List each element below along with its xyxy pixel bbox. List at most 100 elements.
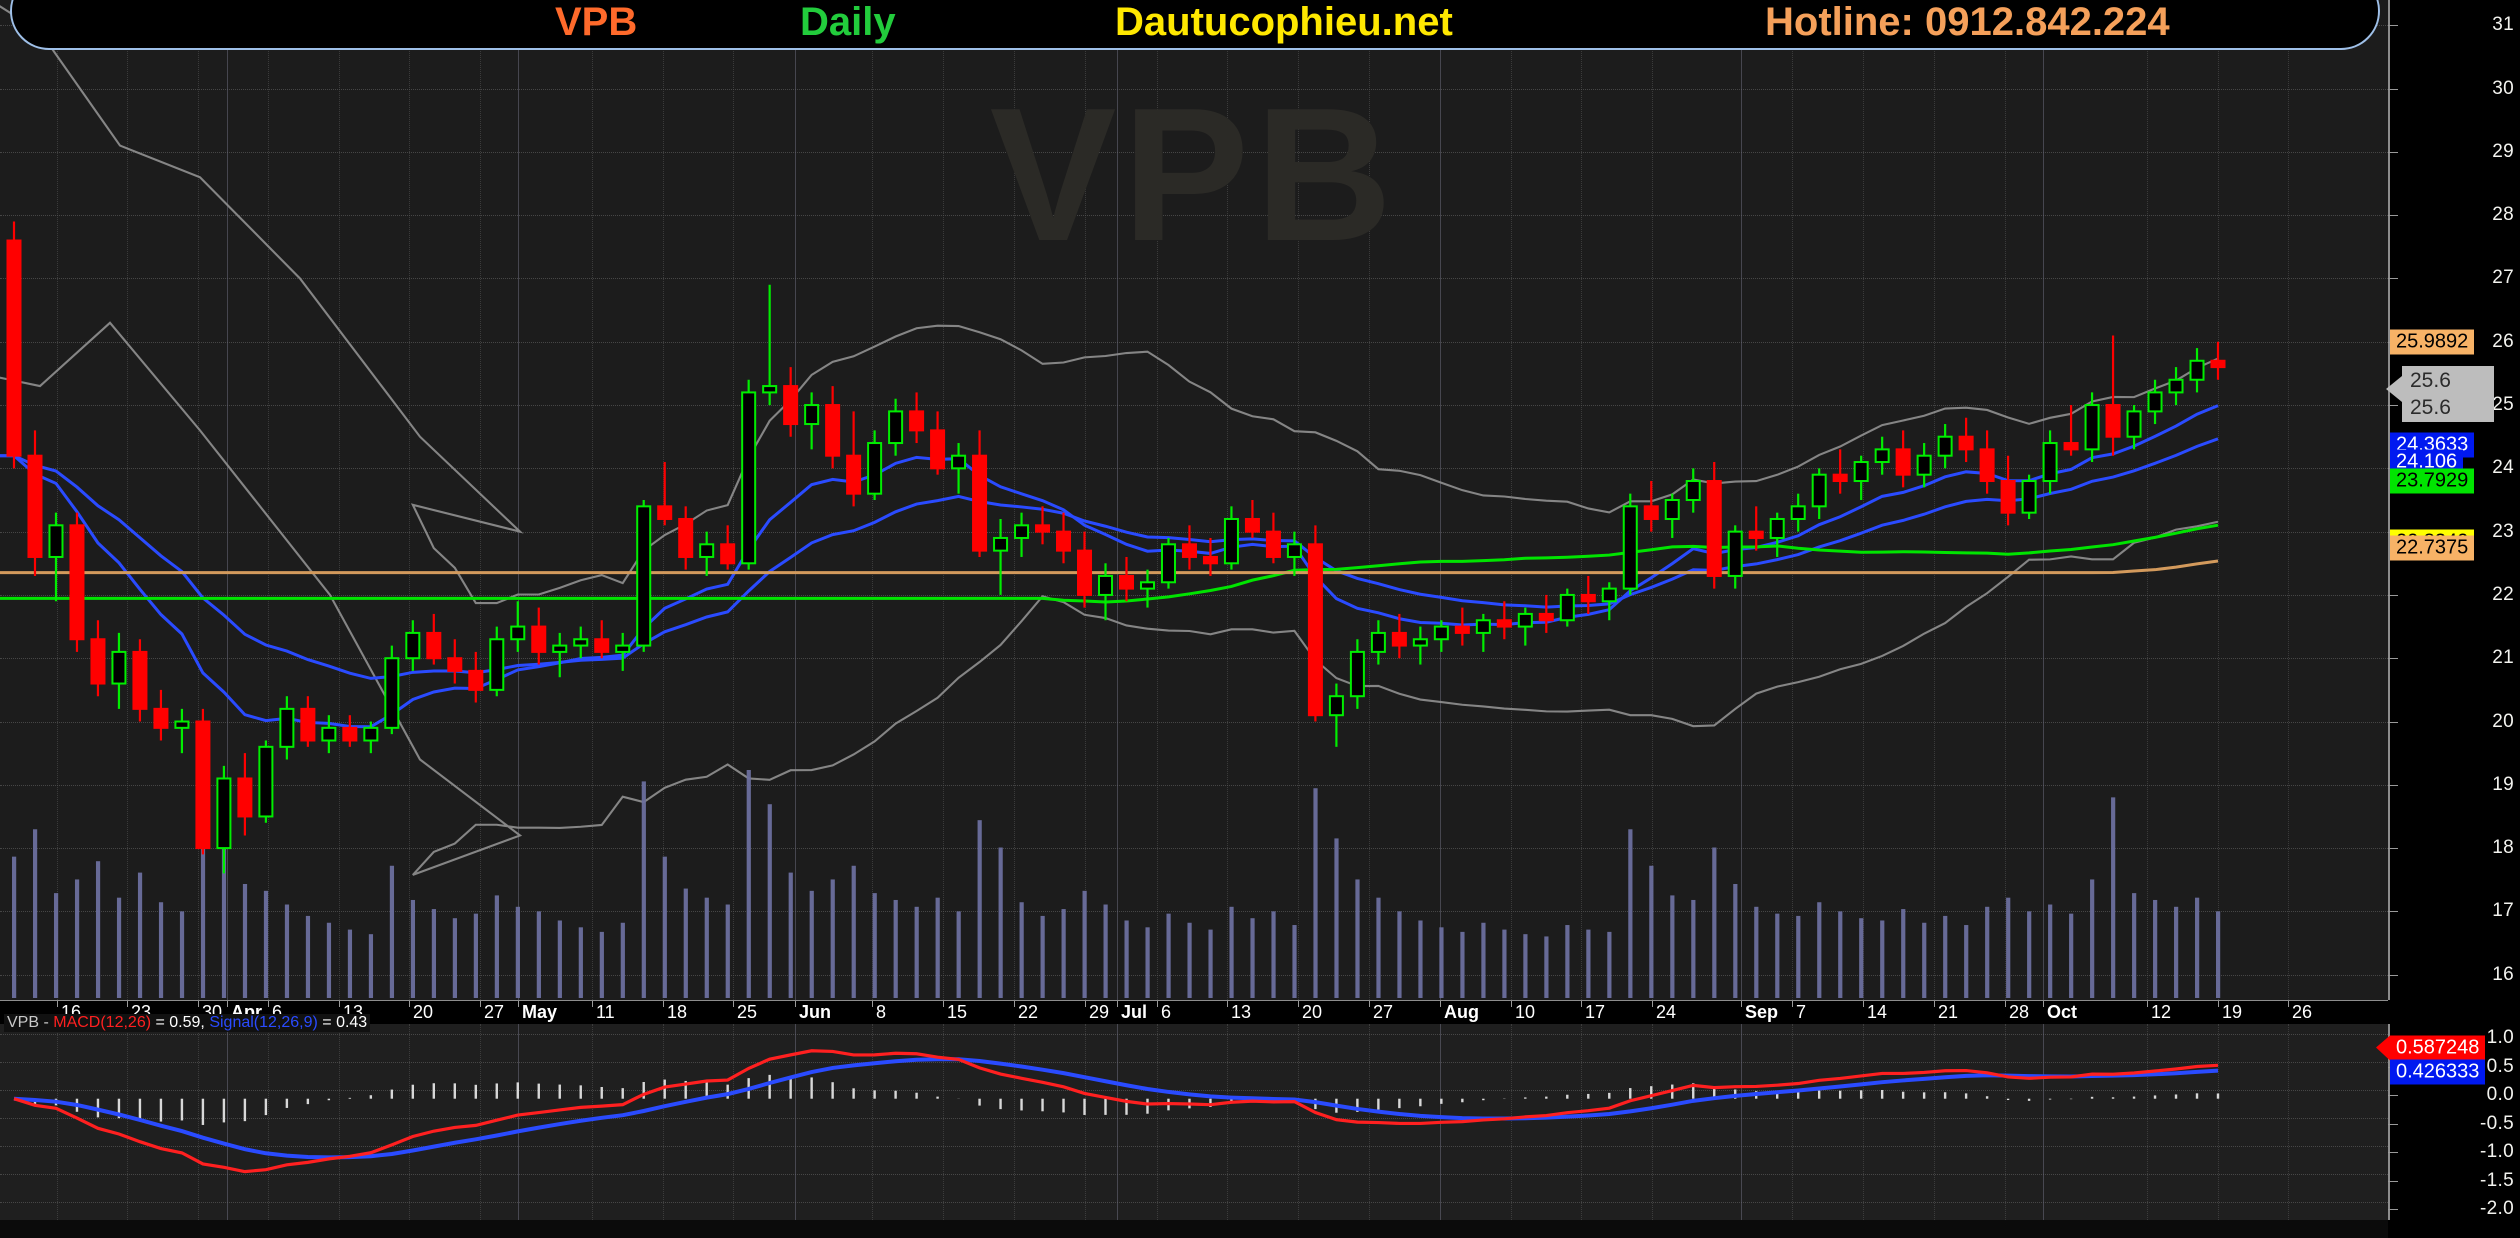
gridline-price-18 [0,848,2388,850]
price-tick-26: 26 [2492,330,2514,352]
price-tick-30: 30 [2492,77,2514,99]
gridline-date [663,0,664,1000]
gridline-date [1581,1024,1582,1220]
gridline-price-17 [0,911,2388,913]
header-timeframe: Daily [800,0,896,44]
date-label-24: 24 [1656,1002,1677,1022]
gridline-price-21 [0,658,2388,660]
macd-tickmark [2388,1152,2398,1153]
gridline-date [592,1024,593,1220]
header-banner [10,0,2380,50]
date-tickmark [1440,1001,1441,1007]
date-label-12: 12 [2151,1002,2172,1022]
date-axis[interactable]: 16 23 30 Apr 6 13 20 27 May 11 18 25 Jun 8 15 22 29 Jul 6 1… [0,1000,2388,1024]
macd-panel[interactable] [0,1024,2388,1220]
macd-legend-symbol: VPB - [7,1014,54,1031]
gridline-date [872,0,873,1000]
date-tickmark [1652,1001,1653,1007]
gridline-price-23 [0,531,2388,533]
gridline-date [227,0,228,1000]
macd-signal-tag: 0.426333 [2390,1059,2486,1085]
gridline-date [733,1024,734,1220]
gridline-date [1014,0,1015,1000]
macd-tick--0.5: -0.5 [2480,1112,2514,1134]
date-label-10: 10 [1515,1002,1536,1022]
gridline-price-20 [0,721,2388,723]
gridline-date [1227,1024,1228,1220]
date-label-19: 19 [2222,1002,2243,1022]
gridline-date [268,0,269,1000]
price-axis[interactable]: 31 30 29 28 27 26 25 24 23 22 21 20 19 18 17 16 25.9892… [2375,0,2520,1238]
gridline-date [1157,0,1158,1000]
date-tickmark [592,1001,593,1007]
date-label-6: 6 [1161,1002,1172,1022]
macd-tick-1.0: 1.0 [2486,1027,2514,1048]
date-tickmark [1581,1001,1582,1007]
gridline-date [733,0,734,1000]
date-label-18: 18 [667,1002,688,1022]
date-tickmark [1511,1001,1512,1007]
gridline-price-22 [0,594,2388,596]
date-label-Oct: Oct [2047,1002,2078,1022]
date-label-May: May [522,1002,558,1022]
gridline-date [339,1024,340,1220]
macd-tickmark [2388,1095,2398,1096]
gridline-date [480,1024,481,1220]
gridline-date [1298,0,1299,1000]
ma-orange-tag: 22.7375 [2390,535,2475,561]
date-label-17: 17 [1585,1002,1606,1022]
ma-green-tag: 23.7929 [2390,468,2475,494]
date-tickmark [795,1001,796,1007]
gridline-price-28 [0,215,2388,217]
gridline-date [1085,1024,1086,1220]
gridline-macd [0,1034,2388,1035]
gridline-date [2218,1024,2219,1220]
gridline-date [1298,1024,1299,1220]
gridline-price-29 [0,151,2388,153]
price-tick-27: 27 [2492,267,2514,289]
date-label-Aug: Aug [1444,1002,1479,1022]
date-label-21: 21 [1938,1002,1959,1022]
price-tick-17: 17 [2492,900,2514,922]
gridline-date [2147,1024,2148,1220]
date-tickmark [127,1001,128,1007]
price-axis-spine [2388,0,2390,1000]
last-price-callout: 25.6 25.6 [2386,366,2494,422]
price-tickmark [2388,151,2398,153]
date-label-20: 20 [1302,1002,1323,1022]
price-tickmark [2388,848,2398,850]
price-tickmark [2388,215,2398,217]
gridline-macd [0,1118,2388,1119]
macd-tick--2.0: -2.0 [2480,1198,2514,1219]
macd-tick-0.0: 0.0 [2486,1084,2514,1105]
gridline-date [943,1024,944,1220]
gridline-date [1863,0,1864,1000]
price-tick-19: 19 [2492,773,2514,795]
date-label-14: 14 [1867,1002,1888,1022]
price-tickmark [2388,594,2398,596]
price-tickmark [2388,721,2398,723]
gridline-date [592,0,593,1000]
price-tickmark [2388,88,2398,90]
date-tickmark [518,1001,519,1007]
macd-tick--1.0: -1.0 [2480,1141,2514,1162]
gridline-date [1792,1024,1793,1220]
macd-tick-0.5: 0.5 [2486,1055,2514,1077]
price-tickmark [2388,784,2398,786]
price-tick-25: 25 [2492,394,2514,416]
date-tickmark [1085,1001,1086,1007]
gridline-date [1014,1024,1015,1220]
date-label-28: 28 [2009,1002,2030,1022]
gridline-price-16 [0,974,2388,976]
date-tickmark [2218,1001,2219,1007]
date-tickmark [480,1001,481,1007]
date-label-27: 27 [1373,1002,1394,1022]
date-label-26: 26 [2292,1002,2313,1022]
price-chart-panel[interactable]: VPB VPB Daily Dautucophieu.net Hotline: … [0,0,2388,1000]
price-tick-22: 22 [2492,583,2514,605]
macd-legend-macd-value: = 0.59, [151,1014,210,1031]
last-price-line2: 25.6 [2410,396,2451,419]
date-label-7: 7 [1796,1002,1807,1022]
date-tickmark [1741,1001,1742,1007]
gridline-date [1227,0,1228,1000]
